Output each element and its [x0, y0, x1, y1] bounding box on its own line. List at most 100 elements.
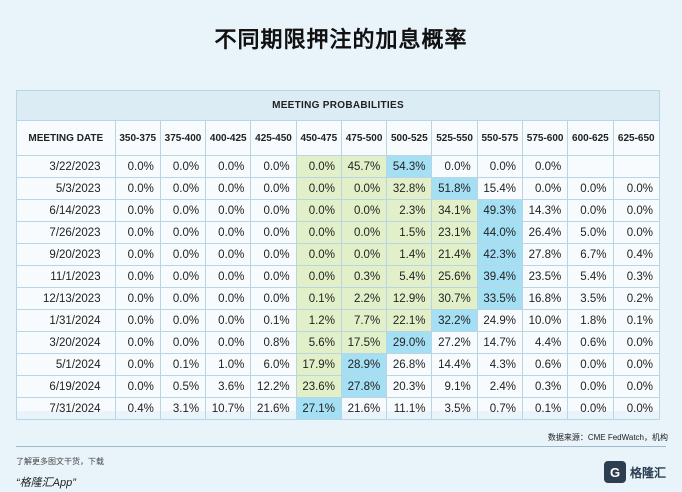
probability-cell: 0.0% — [250, 177, 297, 200]
probability-cell: 0.0% — [250, 155, 297, 178]
meeting-date-cell: 3/22/2023 — [16, 155, 116, 178]
probability-cell: 0.3% — [521, 375, 569, 398]
probability-cell — [612, 155, 661, 178]
probability-cell: 26.8% — [386, 353, 433, 376]
probability-cell: 0.0% — [114, 331, 161, 354]
probability-cell: 0.5% — [159, 375, 207, 398]
probability-cell: 3.5% — [431, 397, 478, 420]
probability-cell: 7.7% — [340, 309, 388, 332]
probability-cell: 24.9% — [476, 309, 523, 332]
table-row: 5/1/2024 0.0% 0.1% 1.0% 6.0% 17.9% 28.9% 26.8% 1… — [16, 353, 661, 376]
table-row: 1/31/2024 0.0% 0.0% 0.0% 0.1% 1.2% 7.7% 22.1% 32… — [16, 309, 661, 332]
probability-cell: 15.4% — [476, 177, 523, 200]
table-row: 11/1/2023 0.0% 0.0% 0.0% 0.0% 0.0% 0.3% 5.4% 25.… — [16, 265, 661, 288]
probability-cell: 0.0% — [250, 199, 297, 222]
probability-cell: 45.7% — [340, 155, 388, 178]
probability-cell: 0.1% — [250, 309, 297, 332]
table-row: 7/31/2024 0.4% 3.1% 10.7% 21.6% 27.1% 21.6% 11.… — [16, 397, 661, 420]
source-note: 数据来源：CME FedWatch，机构 — [547, 433, 668, 442]
probability-cell: 3.5% — [567, 287, 614, 310]
probability-cell: 21.4% — [431, 243, 478, 266]
probability-cell: 11.1% — [386, 397, 433, 420]
probability-cell: 0.0% — [159, 155, 207, 178]
probability-cell: 12.9% — [386, 287, 433, 310]
meeting-date-cell: 5/1/2024 — [16, 353, 116, 376]
table-row: 9/20/2023 0.0% 0.0% 0.0% 0.0% 0.0% 0.0% 1.4% 21.… — [16, 243, 661, 266]
probability-cell: 0.0% — [205, 331, 252, 354]
column-header-rate: 550-575 — [476, 120, 523, 156]
probability-table: MEETING PROBABILITIES MEETING DATE 350-37… — [16, 90, 661, 420]
table-row: 7/26/2023 0.0% 0.0% 0.0% 0.0% 0.0% 0.0% 1.5% 23.… — [16, 221, 661, 244]
probability-cell: 0.0% — [114, 309, 161, 332]
probability-cell: 0.0% — [114, 155, 161, 178]
probability-cell: 0.0% — [250, 287, 297, 310]
probability-cell: 5.6% — [295, 331, 342, 354]
probability-cell: 14.3% — [521, 199, 569, 222]
probability-cell: 6.0% — [250, 353, 297, 376]
probability-cell: 23.5% — [521, 265, 569, 288]
logo-text: 格隆汇 — [630, 465, 667, 480]
probability-cell: 5.0% — [567, 221, 614, 244]
probability-cell: 32.8% — [386, 177, 433, 200]
probability-cell: 0.0% — [295, 155, 342, 178]
probability-cell: 20.3% — [386, 375, 433, 398]
probability-cell: 0.0% — [205, 199, 252, 222]
probability-cell: 23.6% — [295, 375, 342, 398]
page-title: 不同期限押注的加息概率 — [214, 28, 468, 53]
probability-cell: 0.0% — [205, 221, 252, 244]
probability-cell: 1.0% — [205, 353, 252, 376]
probability-cell: 1.2% — [295, 309, 342, 332]
probability-cell: 10.7% — [205, 397, 252, 420]
meeting-date-cell: 9/20/2023 — [16, 243, 116, 266]
probability-cell: 4.3% — [476, 353, 523, 376]
probability-cell: 0.0% — [521, 155, 569, 178]
probability-cell: 22.1% — [386, 309, 433, 332]
probability-cell: 0.2% — [612, 287, 661, 310]
probability-cell: 0.3% — [340, 265, 388, 288]
meeting-date-cell: 11/1/2023 — [16, 265, 116, 288]
footer-divider — [16, 446, 666, 447]
probability-cell: 12.2% — [250, 375, 297, 398]
probability-cell: 0.6% — [521, 353, 569, 376]
probability-cell: 0.0% — [340, 221, 388, 244]
probability-cell: 0.0% — [205, 265, 252, 288]
probability-cell: 0.0% — [159, 199, 207, 222]
probability-cell: 0.0% — [159, 331, 207, 354]
meeting-date-cell: 7/31/2024 — [16, 397, 116, 420]
probability-cell: 0.0% — [521, 177, 569, 200]
table-row: 6/19/2024 0.0% 0.5% 3.6% 12.2% 23.6% 27.8% 20.3… — [16, 375, 661, 398]
probability-cell: 0.0% — [295, 177, 342, 200]
table-body: 3/22/2023 0.0% 0.0% 0.0% 0.0% 0.0% 45.7% 54.3% 0… — [16, 155, 661, 420]
probability-cell: 0.0% — [114, 265, 161, 288]
column-header-rate: 425-450 — [250, 120, 297, 156]
column-header-rate: 475-500 — [340, 120, 388, 156]
probability-cell: 14.7% — [476, 331, 523, 354]
probability-cell: 33.5% — [476, 287, 523, 310]
probability-cell: 0.0% — [250, 265, 297, 288]
probability-cell: 4.4% — [521, 331, 569, 354]
table-row: 3/22/2023 0.0% 0.0% 0.0% 0.0% 0.0% 45.7% 54.3% 0… — [16, 155, 661, 178]
probability-cell: 0.0% — [205, 309, 252, 332]
probability-cell: 0.0% — [159, 221, 207, 244]
probability-cell: 39.4% — [476, 265, 523, 288]
probability-table-container: MEETING PROBABILITIES MEETING DATE 350-37… — [16, 90, 661, 420]
probability-cell: 0.0% — [295, 199, 342, 222]
probability-cell: 1.8% — [567, 309, 614, 332]
probability-cell: 0.0% — [612, 199, 661, 222]
probability-cell: 0.0% — [205, 177, 252, 200]
probability-cell: 1.5% — [386, 221, 433, 244]
column-header-rate: 575-600 — [521, 120, 569, 156]
column-header-rate: 350-375 — [114, 120, 161, 156]
probability-cell: 14.4% — [431, 353, 478, 376]
probability-cell: 0.1% — [521, 397, 569, 420]
probability-cell: 9.1% — [431, 375, 478, 398]
table-row: 12/13/2023 0.0% 0.0% 0.0% 0.0% 0.1% 2.2% 12.9% 3… — [16, 287, 661, 310]
probability-cell: 0.0% — [567, 375, 614, 398]
column-header-rate: 450-475 — [295, 120, 342, 156]
column-header-rate: 600-625 — [567, 120, 614, 156]
probability-cell: 0.0% — [612, 331, 661, 354]
probability-cell: 0.0% — [205, 287, 252, 310]
probability-cell: 0.0% — [114, 199, 161, 222]
table-row: 5/3/2023 0.0% 0.0% 0.0% 0.0% 0.0% 0.0% 32.8% 51.… — [16, 177, 661, 200]
probability-cell: 0.0% — [159, 177, 207, 200]
